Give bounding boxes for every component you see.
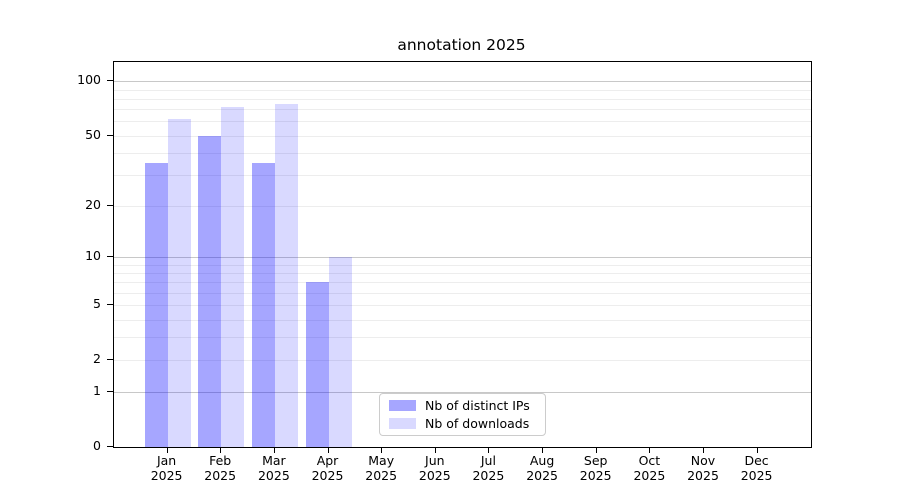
y-tick-mark bbox=[107, 304, 113, 306]
bar-distinct-ips bbox=[144, 163, 168, 447]
legend-swatch-downloads bbox=[389, 417, 416, 429]
minor-gridline bbox=[114, 152, 811, 154]
bar-distinct-ips bbox=[251, 163, 275, 447]
y-tick-mark bbox=[107, 204, 113, 206]
minor-gridline bbox=[114, 109, 811, 111]
x-tick-label: Apr 2025 bbox=[311, 453, 344, 483]
x-tick-label: Jul 2025 bbox=[472, 453, 505, 483]
x-tick-mark bbox=[756, 448, 758, 453]
y-tick-mark bbox=[107, 256, 113, 257]
minor-gridline bbox=[114, 337, 811, 339]
legend-label-distinct-ips: Nb of distinct IPs bbox=[425, 398, 530, 414]
minor-gridline bbox=[114, 319, 811, 321]
x-tick-mark bbox=[273, 448, 275, 453]
bar-downloads bbox=[167, 118, 191, 447]
y-tick-label: 100 bbox=[77, 72, 101, 88]
x-tick-label: Nov 2025 bbox=[687, 453, 719, 483]
x-tick-mark bbox=[220, 448, 222, 453]
major-gridline bbox=[114, 81, 811, 83]
minor-gridline bbox=[114, 135, 811, 137]
y-tick-label: 50 bbox=[85, 126, 101, 142]
chart-title: annotation 2025 bbox=[397, 36, 526, 54]
bar-downloads bbox=[221, 107, 245, 447]
x-tick-mark bbox=[327, 448, 329, 453]
x-tick-label: May 2025 bbox=[365, 453, 398, 483]
y-tick-mark bbox=[107, 80, 113, 82]
x-tick-mark bbox=[166, 448, 168, 453]
legend-item-distinct-ips: Nb of distinct IPs bbox=[389, 398, 536, 413]
x-tick-label: Mar 2025 bbox=[257, 453, 290, 483]
x-tick-mark bbox=[595, 448, 597, 453]
minor-gridline bbox=[114, 282, 811, 284]
legend-label-downloads: Nb of downloads bbox=[425, 415, 530, 431]
major-gridline bbox=[114, 392, 811, 394]
minor-gridline bbox=[114, 121, 811, 123]
minor-gridline bbox=[114, 175, 811, 176]
x-tick-mark bbox=[703, 448, 704, 453]
x-tick-label: Dec 2025 bbox=[740, 453, 773, 483]
y-tick-mark bbox=[107, 359, 113, 360]
minor-gridline bbox=[114, 360, 811, 361]
y-tick-label: 1 bbox=[93, 383, 101, 399]
minor-gridline bbox=[114, 272, 811, 274]
x-tick-label: Feb 2025 bbox=[204, 453, 237, 483]
legend: Nb of distinct IPs Nb of downloads bbox=[379, 393, 546, 436]
bar-downloads bbox=[328, 257, 352, 447]
legend-swatch-distinct-ips bbox=[389, 400, 416, 412]
minor-gridline bbox=[114, 205, 811, 207]
y-tick-label: 10 bbox=[85, 248, 101, 263]
y-tick-mark bbox=[107, 391, 113, 393]
y-tick-mark bbox=[107, 134, 113, 136]
bar-downloads bbox=[274, 103, 298, 447]
x-tick-mark bbox=[542, 448, 544, 453]
minor-gridline bbox=[114, 305, 811, 307]
x-tick-mark bbox=[434, 448, 436, 453]
minor-gridline bbox=[114, 292, 811, 294]
x-tick-label: Jun 2025 bbox=[418, 453, 451, 483]
x-tick-label: Sep 2025 bbox=[579, 453, 612, 483]
legend-item-downloads: Nb of downloads bbox=[389, 416, 536, 431]
y-tick-label: 5 bbox=[93, 296, 101, 312]
y-tick-label: 2 bbox=[93, 351, 101, 366]
x-tick-mark bbox=[488, 448, 490, 453]
plot-area bbox=[113, 61, 812, 448]
x-tick-label: Oct 2025 bbox=[633, 453, 666, 483]
x-tick-label: Jan 2025 bbox=[150, 453, 183, 483]
x-tick-mark bbox=[381, 448, 383, 453]
x-tick-mark bbox=[649, 448, 651, 453]
bar-distinct-ips bbox=[305, 282, 329, 447]
y-tick-mark bbox=[107, 446, 113, 447]
y-tick-label: 0 bbox=[93, 438, 101, 453]
x-tick-label: Aug 2025 bbox=[526, 453, 558, 483]
minor-gridline bbox=[114, 264, 811, 266]
y-tick-label: 20 bbox=[85, 196, 101, 212]
bar-distinct-ips bbox=[198, 135, 222, 447]
minor-gridline bbox=[114, 98, 811, 100]
major-gridline bbox=[114, 257, 811, 258]
minor-gridline bbox=[114, 89, 811, 91]
